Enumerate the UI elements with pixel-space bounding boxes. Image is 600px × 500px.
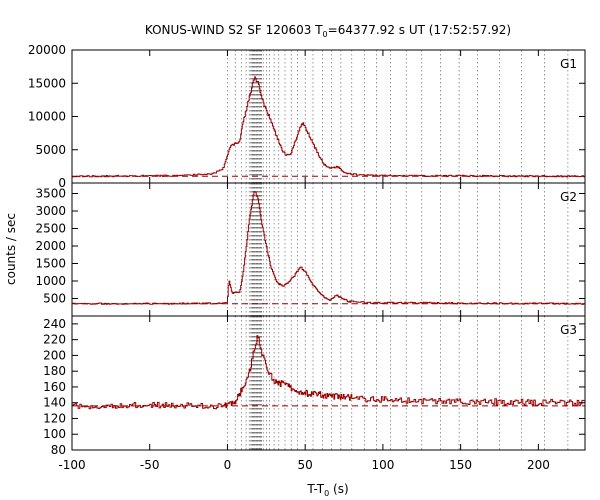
panel-frame bbox=[71, 49, 586, 184]
y-tick-label: 500 bbox=[43, 292, 66, 306]
x-tick-label: 50 bbox=[298, 458, 313, 472]
y-tick-label: 15000 bbox=[28, 76, 66, 90]
x-axis-label-subscript: 0 bbox=[324, 489, 329, 498]
y-tick-label: 80 bbox=[51, 443, 66, 457]
x-tick-label: 150 bbox=[449, 458, 472, 472]
y-tick-label: 240 bbox=[43, 317, 66, 331]
x-tick-labels: -100 -50 0 50 100 150 200 bbox=[58, 458, 549, 472]
x-tick-label: 200 bbox=[527, 458, 550, 472]
lightcurve-g2 bbox=[72, 191, 585, 305]
y-tick-label: 140 bbox=[43, 396, 66, 410]
y-tick-label: 1000 bbox=[35, 274, 66, 288]
y-tick-label: 3500 bbox=[35, 187, 66, 201]
x-tick-label: -100 bbox=[58, 458, 85, 472]
x-axis-label: T-T0 (s) bbox=[306, 482, 348, 498]
chart-title-prefix: KONUS-WIND S2 SF 120603 T bbox=[145, 23, 323, 37]
panel-label: G3 bbox=[560, 323, 577, 337]
x-tick-label: 100 bbox=[371, 458, 394, 472]
x-axis-label-suffix: (s) bbox=[329, 482, 348, 496]
panel-g1: 0 5000 10000 15000 20000 G1 bbox=[28, 43, 586, 190]
panel-frame bbox=[71, 315, 586, 451]
y-tick-label: 2000 bbox=[35, 239, 66, 253]
y-tick-label: 1500 bbox=[35, 257, 66, 271]
panel-label: G1 bbox=[560, 57, 577, 71]
y-tick-label: 220 bbox=[43, 333, 66, 347]
x-tick-label: 0 bbox=[224, 458, 232, 472]
x-axis-label-prefix: T-T bbox=[306, 482, 324, 496]
chart-title-subscript: 0 bbox=[323, 30, 328, 39]
chart-title: KONUS-WIND S2 SF 120603 T0=64377.92 s UT… bbox=[145, 23, 511, 39]
y-tick-label: 180 bbox=[43, 364, 66, 378]
lightcurve-g1 bbox=[72, 76, 585, 178]
panel-label: G2 bbox=[560, 190, 577, 204]
panels-layer: 0 5000 10000 15000 20000 G1 500 1000 1500 2000 250… bbox=[28, 43, 586, 457]
chart-title-suffix: =64377.92 s UT (17:52:57.92) bbox=[328, 23, 511, 37]
y-tick-label: 0 bbox=[58, 176, 66, 190]
y-tick-label: 10000 bbox=[28, 110, 66, 124]
y-tick-label: 160 bbox=[43, 380, 66, 394]
lightcurve-g3 bbox=[72, 335, 585, 410]
panel-g2: 500 1000 1500 2000 2500 3000 3500 G2 bbox=[35, 182, 586, 317]
panel-frame bbox=[71, 182, 586, 317]
y-tick-label: 3000 bbox=[35, 204, 66, 218]
y-tick-label: 2500 bbox=[35, 222, 66, 236]
x-tick-label: -50 bbox=[140, 458, 160, 472]
y-tick-label: 120 bbox=[43, 412, 66, 426]
y-tick-label: 200 bbox=[43, 348, 66, 362]
y-axis-label: counts / sec bbox=[4, 213, 18, 285]
y-tick-label: 20000 bbox=[28, 43, 66, 57]
y-tick-label: 5000 bbox=[35, 143, 66, 157]
y-tick-label: 100 bbox=[43, 427, 66, 441]
